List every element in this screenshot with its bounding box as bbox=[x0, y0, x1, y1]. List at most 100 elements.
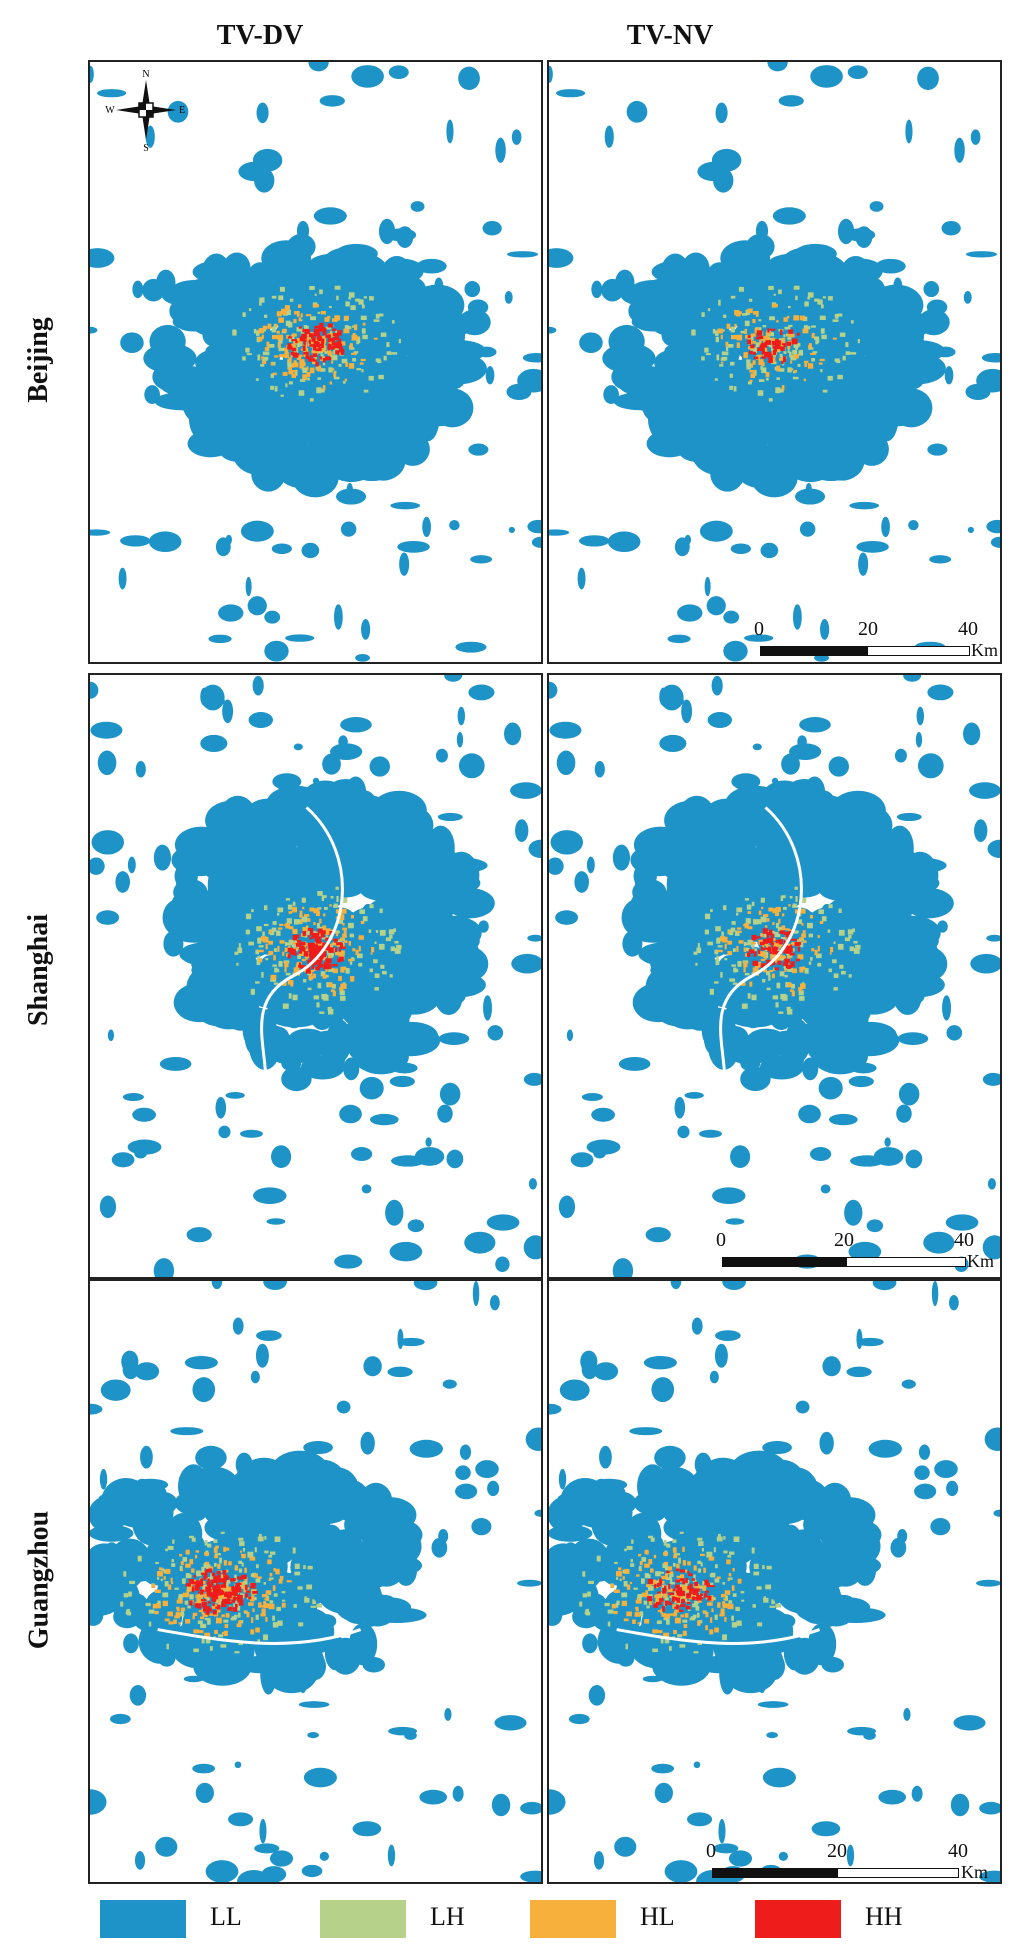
ll-patch bbox=[903, 1708, 911, 1721]
hl-cell bbox=[293, 947, 299, 950]
hl-cell bbox=[652, 1629, 659, 1634]
ll-patch bbox=[155, 1836, 178, 1857]
ll-patch bbox=[841, 399, 900, 440]
hh-cell bbox=[316, 933, 320, 938]
hl-cell bbox=[277, 945, 280, 952]
lh-cell bbox=[724, 1595, 728, 1601]
hl-cell bbox=[655, 1597, 661, 1604]
hl-cell bbox=[339, 914, 345, 920]
ll-patch bbox=[854, 432, 889, 466]
ll-patch bbox=[581, 1093, 603, 1102]
hh-cell bbox=[319, 343, 324, 347]
ll-patch bbox=[115, 871, 130, 893]
ll-patch bbox=[674, 1096, 686, 1119]
hh-cell bbox=[237, 1597, 240, 1603]
hl-cell bbox=[299, 910, 303, 915]
lh-cell bbox=[630, 1563, 635, 1567]
lh-cell bbox=[307, 1565, 313, 1570]
hl-cell bbox=[261, 1608, 266, 1614]
scale-tick-0: 0 bbox=[706, 1840, 716, 1862]
hh-cell bbox=[195, 1580, 201, 1586]
lh-cell bbox=[720, 357, 727, 361]
hl-cell bbox=[757, 952, 763, 956]
lh-cell bbox=[615, 1603, 619, 1608]
lh-cell bbox=[269, 1600, 274, 1604]
ll-patch bbox=[511, 129, 522, 145]
ll-patch bbox=[788, 277, 842, 318]
hh-cell bbox=[750, 344, 755, 349]
hh-cell bbox=[679, 1569, 685, 1573]
ll-patch bbox=[842, 258, 883, 284]
lh-cell bbox=[263, 905, 268, 911]
hl-cell bbox=[277, 311, 283, 315]
hl-cell bbox=[292, 928, 298, 934]
lh-cell bbox=[166, 1643, 169, 1650]
hh-cell bbox=[201, 1601, 208, 1607]
lh-cell bbox=[615, 1577, 619, 1580]
ll-patch bbox=[970, 953, 1000, 974]
lh-cell bbox=[726, 351, 729, 356]
ll-patch bbox=[549, 529, 570, 536]
ll-patch bbox=[842, 887, 881, 930]
ll-patch bbox=[508, 526, 515, 534]
ll-patch bbox=[442, 986, 466, 1005]
lh-cell bbox=[763, 933, 767, 938]
lh-cell bbox=[792, 903, 797, 908]
ll-patch bbox=[797, 735, 807, 748]
hh-cell bbox=[210, 1579, 214, 1586]
ll-patch bbox=[954, 137, 965, 163]
lh-cell bbox=[129, 1580, 136, 1585]
lh-cell bbox=[625, 1643, 628, 1650]
ll-patch bbox=[675, 283, 719, 302]
hl-cell bbox=[637, 1622, 641, 1625]
ll-patch bbox=[445, 888, 495, 919]
hl-cell bbox=[727, 1603, 734, 1610]
lh-cell bbox=[696, 947, 702, 954]
hl-cell bbox=[359, 362, 364, 365]
ll-patch bbox=[186, 967, 222, 1007]
row-label-beijing: Beijing bbox=[23, 317, 54, 403]
ll-patch bbox=[419, 1789, 448, 1805]
lh-cell bbox=[800, 897, 807, 903]
lh-cell bbox=[697, 1568, 702, 1573]
lh-cell bbox=[320, 388, 325, 393]
hl-cell bbox=[772, 338, 777, 344]
scale-tick-20: 20 bbox=[827, 1840, 847, 1862]
lh-cell bbox=[828, 296, 833, 301]
ll-patch bbox=[387, 1366, 413, 1378]
ll-patch bbox=[549, 1403, 562, 1415]
lh-cell bbox=[292, 1547, 296, 1554]
hl-cell bbox=[267, 1559, 272, 1565]
hl-cell bbox=[644, 1594, 648, 1598]
ll-patch bbox=[455, 1483, 478, 1500]
ll-patch bbox=[875, 258, 906, 274]
ll-patch bbox=[725, 1218, 745, 1225]
hl-cell bbox=[770, 953, 773, 959]
ll-patch bbox=[413, 1281, 438, 1291]
lh-cell bbox=[738, 286, 744, 292]
ll-patch bbox=[444, 1708, 452, 1721]
lh-cell bbox=[827, 929, 831, 933]
lh-cell bbox=[257, 354, 261, 361]
lh-cell bbox=[624, 1548, 627, 1552]
hh-cell bbox=[291, 339, 297, 342]
hh-cell bbox=[322, 329, 326, 336]
lh-cell bbox=[722, 1634, 727, 1641]
ll-patch bbox=[731, 1499, 772, 1545]
lh-cell bbox=[236, 962, 239, 966]
hl-cell bbox=[743, 923, 746, 927]
hh-cell bbox=[213, 1579, 218, 1584]
ll-patch bbox=[395, 432, 430, 466]
hh-cell bbox=[758, 335, 764, 340]
ll-patch bbox=[301, 1864, 323, 1878]
lh-cell bbox=[790, 983, 795, 989]
hh-cell bbox=[296, 934, 300, 939]
hl-cell bbox=[213, 1612, 219, 1617]
ll-patch bbox=[668, 995, 712, 1024]
lh-cell bbox=[792, 349, 798, 355]
hh-cell bbox=[688, 1573, 693, 1577]
ll-patch bbox=[237, 1869, 271, 1882]
lh-cell bbox=[270, 385, 274, 390]
lh-cell bbox=[692, 1603, 698, 1608]
lh-cell bbox=[747, 993, 751, 999]
